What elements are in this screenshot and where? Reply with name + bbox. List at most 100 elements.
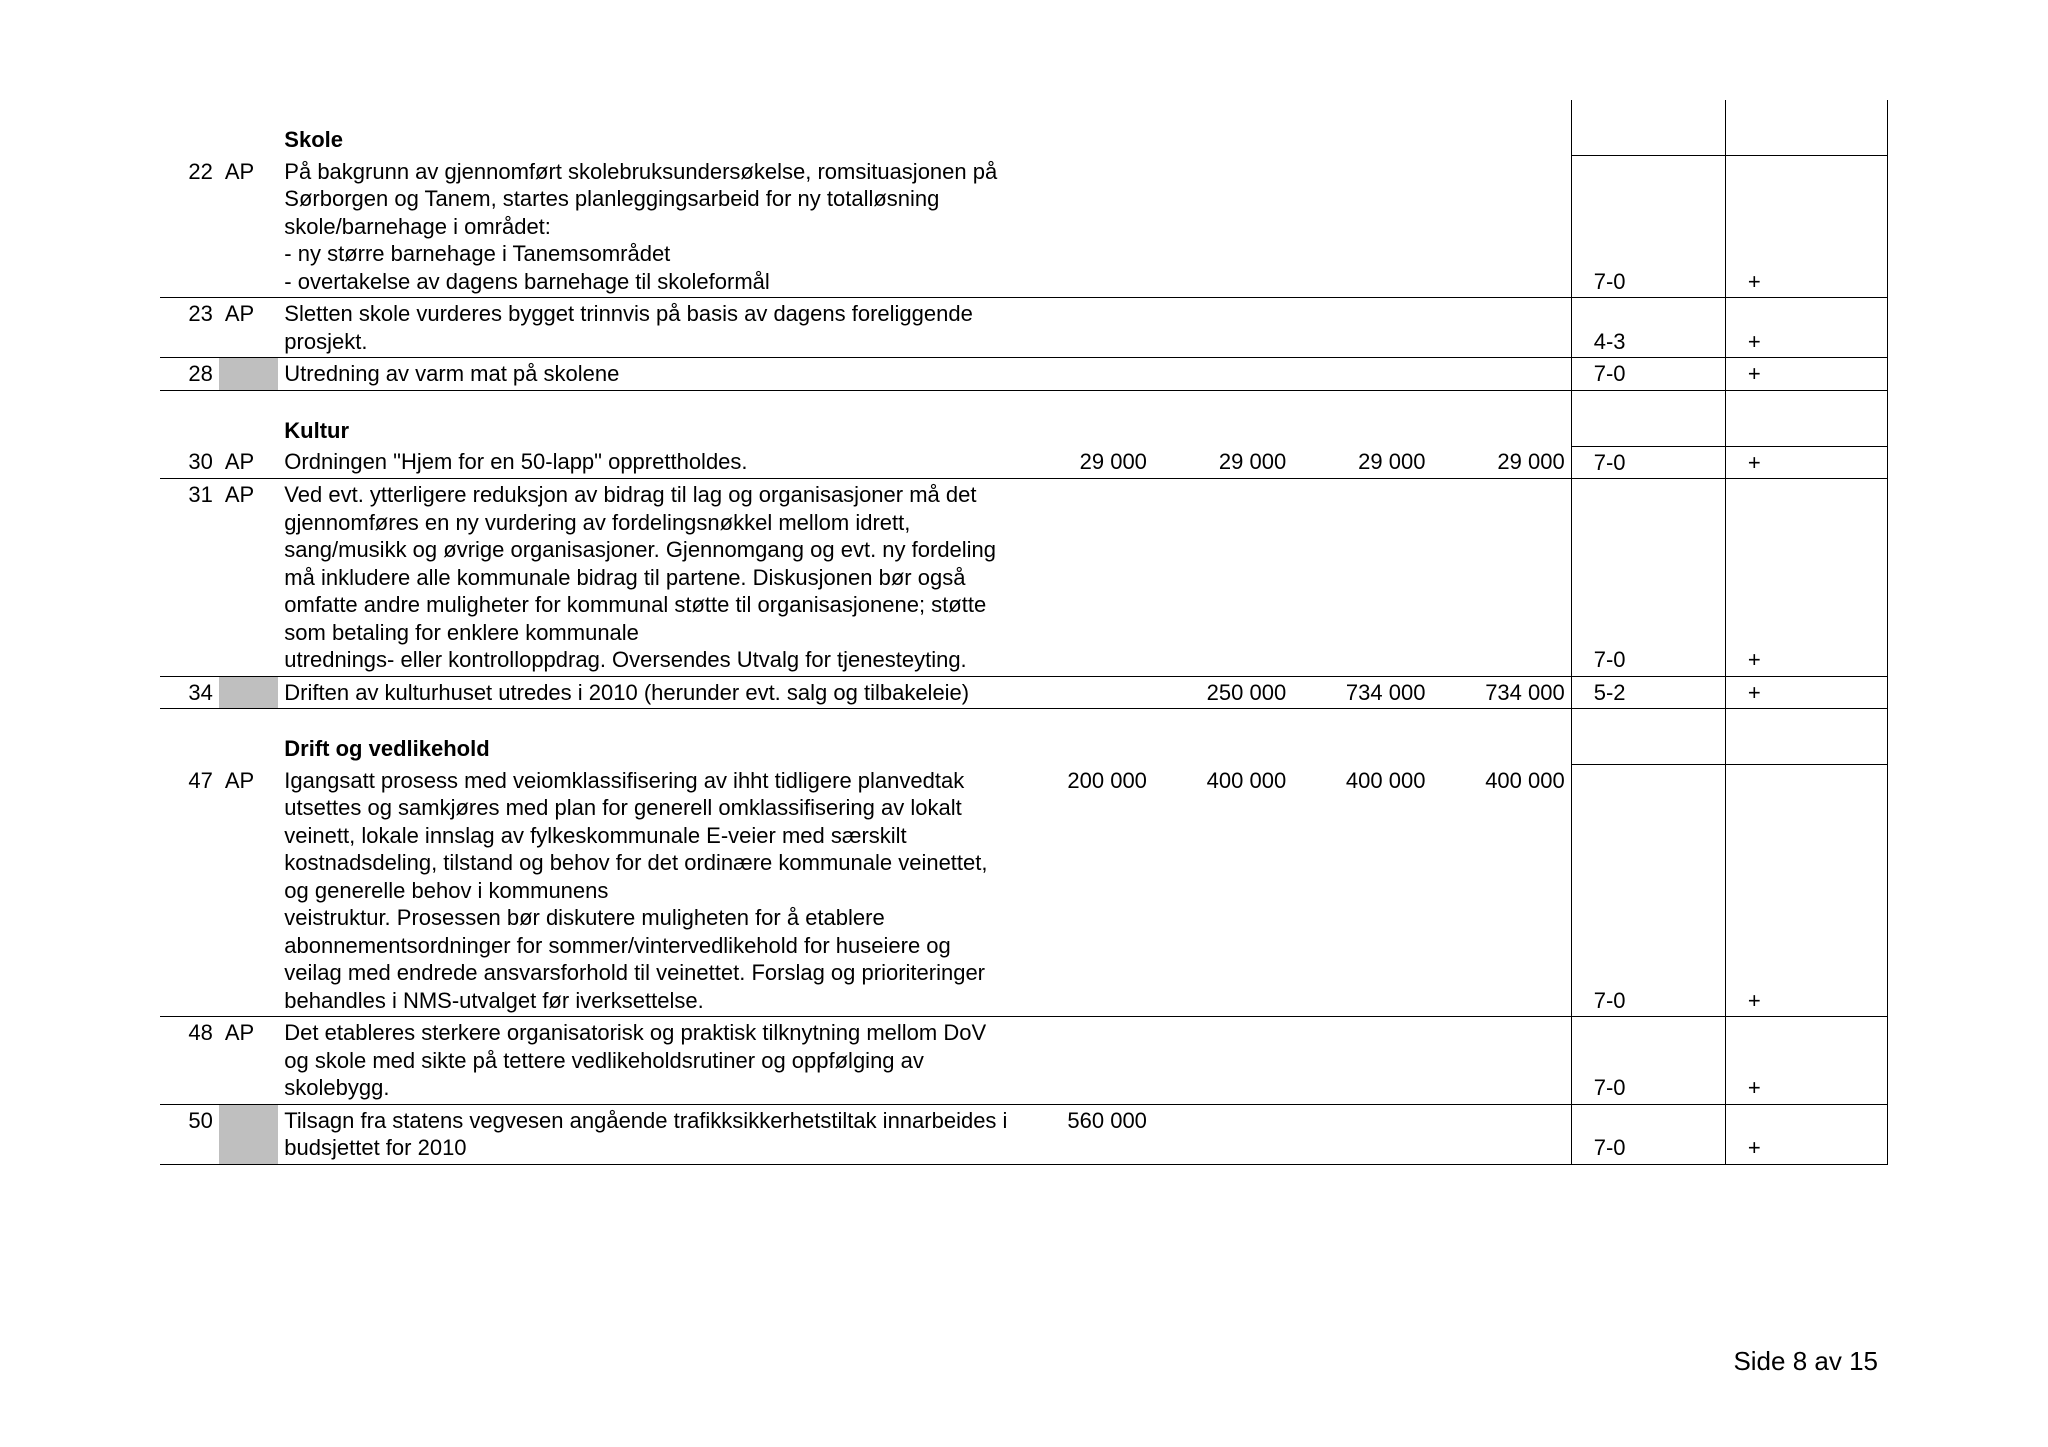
- row-amount: [1431, 1104, 1571, 1164]
- table-row: 23APSletten skole vurderes bygget trinnv…: [160, 298, 1888, 358]
- section-heading-row: Kultur: [160, 415, 1888, 447]
- row-amount: [1014, 156, 1153, 298]
- section-heading-row: Drift og vedlikehold: [160, 733, 1888, 765]
- row-description: Driften av kulturhuset utredes i 2010 (h…: [278, 676, 1013, 709]
- row-amount: 250 000: [1153, 676, 1292, 709]
- table-row: 22APPå bakgrunn av gjennomført skolebruk…: [160, 156, 1888, 298]
- row-result: +: [1725, 765, 1887, 1017]
- row-number: 23: [160, 298, 219, 358]
- row-description: Ved evt. ytterligere reduksjon av bidrag…: [278, 479, 1013, 677]
- row-result: +: [1725, 676, 1887, 709]
- table-row: 47APIgangsatt prosess med veiomklassifis…: [160, 765, 1888, 1017]
- row-number: 48: [160, 1017, 219, 1105]
- row-amount: [1292, 298, 1431, 358]
- row-number: 50: [160, 1104, 219, 1164]
- row-amount: 29 000: [1153, 446, 1292, 479]
- section-heading: Skole: [278, 124, 1013, 156]
- row-description: Sletten skole vurderes bygget trinnvis p…: [278, 298, 1013, 358]
- row-amount: [1431, 358, 1571, 391]
- row-result: +: [1725, 156, 1887, 298]
- row-vote: 7-0: [1571, 1104, 1725, 1164]
- row-vote: 7-0: [1571, 479, 1725, 677]
- row-amount: [1153, 358, 1292, 391]
- row-result: +: [1725, 1017, 1887, 1105]
- row-description: Tilsagn fra statens vegvesen angående tr…: [278, 1104, 1013, 1164]
- budget-table-page: Skole22APPå bakgrunn av gjennomført skol…: [160, 100, 1888, 1165]
- row-amount: 400 000: [1153, 765, 1292, 1017]
- row-amount: [1431, 479, 1571, 677]
- row-amount: [1153, 1104, 1292, 1164]
- row-vote: 5-2: [1571, 676, 1725, 709]
- row-number: 31: [160, 479, 219, 677]
- section-heading-row: Skole: [160, 124, 1888, 156]
- row-number: 34: [160, 676, 219, 709]
- row-result: +: [1725, 298, 1887, 358]
- row-result: +: [1725, 358, 1887, 391]
- row-party: AP: [219, 765, 278, 1017]
- row-amount: 29 000: [1292, 446, 1431, 479]
- table-row: 50 Tilsagn fra statens vegvesen angående …: [160, 1104, 1888, 1164]
- row-party: [219, 358, 278, 391]
- row-description: Igangsatt prosess med veiomklassifiserin…: [278, 765, 1013, 1017]
- row-amount: [1014, 298, 1153, 358]
- row-amount: [1014, 358, 1153, 391]
- row-amount: [1431, 1017, 1571, 1105]
- row-amount: [1292, 1104, 1431, 1164]
- row-number: 22: [160, 156, 219, 298]
- row-amount: [1014, 676, 1153, 709]
- separator-row: [160, 390, 1888, 415]
- row-vote: 7-0: [1571, 156, 1725, 298]
- row-amount: [1292, 479, 1431, 677]
- row-amount: 734 000: [1292, 676, 1431, 709]
- row-number: 30: [160, 446, 219, 479]
- budget-table: Skole22APPå bakgrunn av gjennomført skol…: [160, 100, 1888, 1165]
- row-amount: [1014, 1017, 1153, 1105]
- row-amount: 200 000: [1014, 765, 1153, 1017]
- row-vote: 7-0: [1571, 765, 1725, 1017]
- row-amount: 400 000: [1431, 765, 1571, 1017]
- row-vote: 7-0: [1571, 358, 1725, 391]
- row-amount: [1292, 358, 1431, 391]
- separator-row: [160, 100, 1888, 124]
- row-amount: 29 000: [1431, 446, 1571, 479]
- row-number: 28: [160, 358, 219, 391]
- row-party: AP: [219, 446, 278, 479]
- row-result: +: [1725, 446, 1887, 479]
- row-amount: [1153, 156, 1292, 298]
- table-row: 30APOrdningen "Hjem for en 50-lapp" oppr…: [160, 446, 1888, 479]
- row-amount: [1292, 156, 1431, 298]
- section-heading: Drift og vedlikehold: [278, 733, 1013, 765]
- row-result: +: [1725, 1104, 1887, 1164]
- table-row: 48APDet etableres sterkere organisatoris…: [160, 1017, 1888, 1105]
- row-number: 47: [160, 765, 219, 1017]
- table-row: 34 Driften av kulturhuset utredes i 2010 …: [160, 676, 1888, 709]
- page-footer: Side 8 av 15: [1733, 1346, 1878, 1377]
- row-party: AP: [219, 156, 278, 298]
- separator-row: [160, 709, 1888, 734]
- row-party: AP: [219, 1017, 278, 1105]
- table-row: 28 Utredning av varm mat på skolene 7-0+: [160, 358, 1888, 391]
- row-result: +: [1725, 479, 1887, 677]
- row-vote: 7-0: [1571, 1017, 1725, 1105]
- row-amount: [1153, 479, 1292, 677]
- row-amount: 734 000: [1431, 676, 1571, 709]
- row-party: [219, 676, 278, 709]
- row-description: Utredning av varm mat på skolene: [278, 358, 1013, 391]
- row-amount: [1431, 298, 1571, 358]
- row-amount: [1014, 479, 1153, 677]
- row-vote: 4-3: [1571, 298, 1725, 358]
- row-description: På bakgrunn av gjennomført skolebruksund…: [278, 156, 1013, 298]
- row-description: Ordningen "Hjem for en 50-lapp" oppretth…: [278, 446, 1013, 479]
- row-amount: [1292, 1017, 1431, 1105]
- row-amount: [1153, 1017, 1292, 1105]
- row-amount: 560 000: [1014, 1104, 1153, 1164]
- row-vote: 7-0: [1571, 446, 1725, 479]
- row-amount: 29 000: [1014, 446, 1153, 479]
- row-description: Det etableres sterkere organisatorisk og…: [278, 1017, 1013, 1105]
- row-amount: [1431, 156, 1571, 298]
- row-party: AP: [219, 479, 278, 677]
- section-heading: Kultur: [278, 415, 1013, 447]
- row-amount: 400 000: [1292, 765, 1431, 1017]
- table-row: 31APVed evt. ytterligere reduksjon av bi…: [160, 479, 1888, 677]
- row-party: [219, 1104, 278, 1164]
